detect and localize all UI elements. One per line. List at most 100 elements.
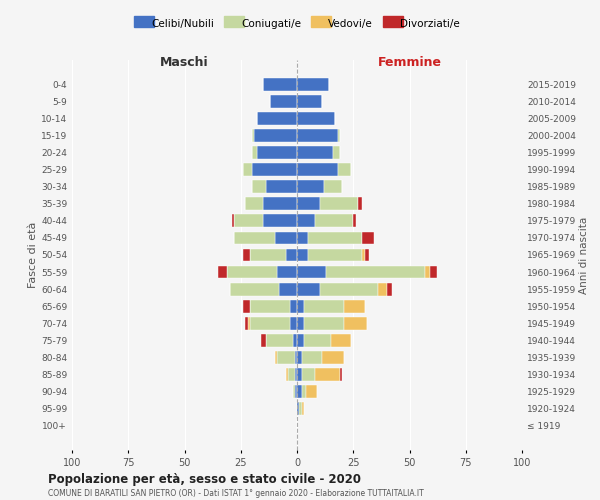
Bar bbox=[270, 95, 297, 108]
Bar bbox=[234, 232, 275, 244]
Bar bbox=[430, 266, 437, 278]
Bar bbox=[324, 180, 342, 193]
Bar bbox=[358, 198, 362, 210]
Bar bbox=[333, 146, 340, 159]
Bar bbox=[252, 180, 265, 193]
Bar bbox=[308, 232, 362, 244]
Bar bbox=[297, 368, 302, 381]
Bar bbox=[297, 300, 304, 312]
Bar bbox=[297, 351, 302, 364]
Bar bbox=[295, 386, 297, 398]
Bar bbox=[257, 146, 297, 159]
Bar bbox=[297, 232, 308, 244]
Bar bbox=[252, 163, 297, 176]
Bar bbox=[232, 214, 234, 227]
Bar bbox=[306, 386, 317, 398]
Bar bbox=[263, 214, 297, 227]
Bar bbox=[299, 402, 302, 415]
Bar bbox=[302, 402, 304, 415]
Bar bbox=[344, 317, 367, 330]
Bar bbox=[250, 317, 290, 330]
Bar bbox=[362, 232, 373, 244]
Bar bbox=[218, 266, 227, 278]
Bar bbox=[320, 283, 378, 296]
Bar bbox=[295, 351, 297, 364]
Bar bbox=[297, 402, 299, 415]
Bar bbox=[277, 351, 295, 364]
Bar bbox=[297, 283, 320, 296]
Bar bbox=[326, 266, 425, 278]
Bar bbox=[331, 334, 351, 347]
Bar bbox=[295, 368, 297, 381]
Bar bbox=[275, 232, 297, 244]
Bar bbox=[337, 129, 340, 142]
Bar bbox=[337, 163, 351, 176]
Bar bbox=[297, 214, 315, 227]
Bar bbox=[234, 214, 263, 227]
Bar bbox=[297, 334, 304, 347]
Bar bbox=[340, 368, 342, 381]
Bar bbox=[315, 368, 340, 381]
Bar bbox=[304, 334, 331, 347]
Bar bbox=[286, 248, 297, 262]
Bar bbox=[245, 317, 248, 330]
Bar bbox=[265, 180, 297, 193]
Bar bbox=[302, 351, 322, 364]
Bar bbox=[297, 78, 329, 90]
Text: Popolazione per età, sesso e stato civile - 2020: Popolazione per età, sesso e stato civil… bbox=[48, 472, 361, 486]
Bar bbox=[245, 198, 263, 210]
Bar bbox=[250, 248, 286, 262]
Bar bbox=[344, 300, 365, 312]
Bar bbox=[297, 146, 333, 159]
Text: COMUNE DI BARATILI SAN PIETRO (OR) - Dati ISTAT 1° gennaio 2020 - Elaborazione T: COMUNE DI BARATILI SAN PIETRO (OR) - Dat… bbox=[48, 489, 424, 498]
Bar bbox=[387, 283, 392, 296]
Bar bbox=[297, 129, 337, 142]
Bar bbox=[243, 248, 250, 262]
Bar bbox=[252, 129, 254, 142]
Bar bbox=[277, 266, 297, 278]
Legend: Celibi/Nubili, Coniugati/e, Vedovi/e, Divorziati/e: Celibi/Nubili, Coniugati/e, Vedovi/e, Di… bbox=[130, 14, 464, 33]
Bar bbox=[297, 198, 320, 210]
Bar bbox=[302, 368, 315, 381]
Bar bbox=[425, 266, 430, 278]
Bar bbox=[279, 283, 297, 296]
Text: Maschi: Maschi bbox=[160, 56, 209, 69]
Bar bbox=[288, 368, 295, 381]
Y-axis label: Anni di nascita: Anni di nascita bbox=[579, 216, 589, 294]
Bar bbox=[378, 283, 387, 296]
Bar bbox=[304, 300, 344, 312]
Bar bbox=[227, 266, 277, 278]
Bar bbox=[320, 198, 358, 210]
Bar bbox=[263, 78, 297, 90]
Bar bbox=[304, 317, 344, 330]
Bar bbox=[297, 163, 337, 176]
Bar bbox=[290, 300, 297, 312]
Bar bbox=[322, 351, 344, 364]
Bar bbox=[293, 334, 297, 347]
Bar bbox=[252, 146, 257, 159]
Bar bbox=[297, 386, 302, 398]
Bar bbox=[243, 163, 252, 176]
Bar bbox=[297, 317, 304, 330]
Bar bbox=[257, 112, 297, 124]
Bar bbox=[353, 214, 355, 227]
Bar bbox=[362, 248, 365, 262]
Bar bbox=[261, 334, 265, 347]
Bar bbox=[275, 351, 277, 364]
Bar bbox=[243, 300, 250, 312]
Y-axis label: Fasce di età: Fasce di età bbox=[28, 222, 38, 288]
Bar bbox=[297, 180, 324, 193]
Bar bbox=[365, 248, 369, 262]
Bar bbox=[254, 129, 297, 142]
Bar bbox=[293, 386, 295, 398]
Bar bbox=[250, 300, 290, 312]
Text: Femmine: Femmine bbox=[377, 56, 442, 69]
Bar bbox=[315, 214, 353, 227]
Bar bbox=[248, 317, 250, 330]
Bar bbox=[265, 334, 293, 347]
Bar bbox=[297, 95, 322, 108]
Bar bbox=[290, 317, 297, 330]
Bar bbox=[297, 248, 308, 262]
Bar bbox=[308, 248, 362, 262]
Bar bbox=[297, 266, 326, 278]
